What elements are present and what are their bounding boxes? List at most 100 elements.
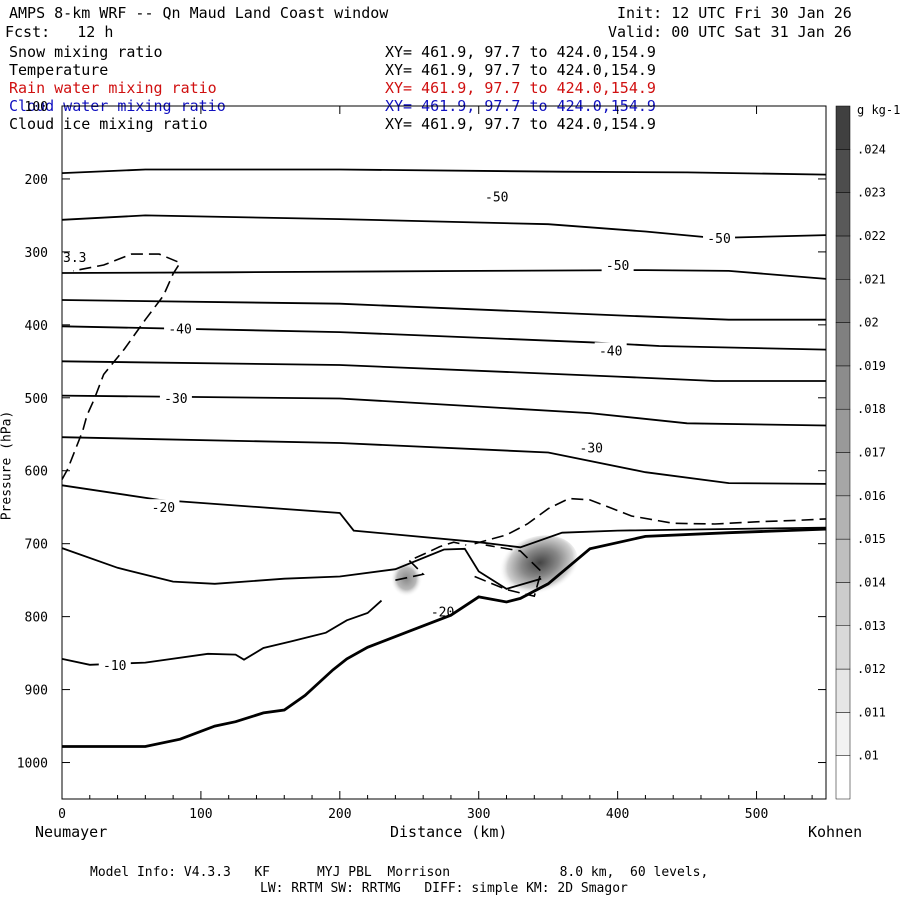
isotherm-line bbox=[61, 269, 827, 280]
x-axis-label: Distance (km) bbox=[390, 823, 508, 841]
x-left-station: Neumayer bbox=[35, 823, 108, 841]
isotherm-label: -50 bbox=[707, 232, 730, 247]
x-tick-label: 500 bbox=[745, 807, 768, 822]
y-tick-label: 600 bbox=[25, 465, 48, 480]
isotherm-line bbox=[61, 394, 827, 427]
colorbar-swatch bbox=[835, 235, 851, 280]
y-tick-label: 800 bbox=[25, 611, 48, 626]
y-tick-label: 1000 bbox=[17, 757, 48, 772]
x-tick-label: 400 bbox=[606, 807, 629, 822]
init-time: Init: 12 UTC Fri 30 Jan 26 bbox=[617, 4, 852, 22]
colorbar-swatch bbox=[835, 105, 851, 150]
colorbar-label: .019 bbox=[857, 359, 886, 373]
y-axis-label: Pressure (hPa) bbox=[0, 410, 15, 521]
colorbar-label: .018 bbox=[857, 402, 886, 416]
colorbar-label: .022 bbox=[857, 229, 886, 243]
isotherm-label-bg bbox=[575, 439, 608, 455]
isotherm-label-bg bbox=[159, 389, 192, 405]
isotherm-line bbox=[61, 360, 826, 382]
colorbar-label: .01 bbox=[857, 749, 879, 763]
isotherm-line bbox=[61, 325, 827, 351]
isotherm-label-bg bbox=[703, 230, 736, 246]
isotherm-label: -30 bbox=[164, 392, 187, 407]
field-name: Rain water mixing ratio bbox=[9, 79, 217, 97]
x-right-station: Kohnen bbox=[808, 823, 863, 841]
isotherm-label: -20 bbox=[152, 501, 175, 516]
x-tick-label: 200 bbox=[328, 807, 351, 822]
x-tick-label: 300 bbox=[467, 807, 490, 822]
colorbar-swatch bbox=[835, 755, 851, 800]
colorbar-swatch bbox=[835, 452, 851, 497]
isotherm-line bbox=[61, 599, 383, 666]
colorbar-swatch bbox=[835, 625, 851, 670]
dashed-contour bbox=[395, 541, 467, 581]
colorbar-label: .016 bbox=[857, 489, 886, 503]
isotherm-line bbox=[61, 547, 542, 590]
colorbar-label: .012 bbox=[857, 662, 886, 676]
terrain-line bbox=[62, 527, 827, 748]
field-xy: XY= 461.9, 97.7 to 424.0,154.9 bbox=[385, 115, 656, 133]
colorbar-swatch bbox=[835, 582, 851, 626]
y-tick-label: 500 bbox=[25, 392, 48, 407]
colorbar-label: .017 bbox=[857, 446, 886, 460]
isotherm-label: -30 bbox=[580, 441, 603, 456]
colorbar-swatch bbox=[835, 495, 851, 540]
colorbar-label: .011 bbox=[857, 705, 886, 719]
colorbar-swatch bbox=[835, 408, 851, 453]
model-physics: LW: RRTM SW: RRTMG DIFF: simple KM: 2D S… bbox=[260, 881, 628, 896]
colorbar-label: .014 bbox=[857, 575, 886, 589]
isotherm-label-bg bbox=[594, 342, 627, 358]
colorbar-swatch bbox=[835, 712, 851, 756]
dashed-contour-label: 3.3 bbox=[63, 251, 86, 266]
model-info: Model Info: V4.3.3 KF MYJ PBL Morrison 8… bbox=[90, 865, 709, 880]
x-tick-label: 0 bbox=[58, 807, 66, 822]
colorbar-swatch bbox=[835, 149, 851, 193]
colorbar-label: .023 bbox=[857, 186, 886, 200]
y-tick-label: 100 bbox=[25, 100, 48, 115]
colorbar-label: .024 bbox=[857, 142, 886, 156]
plot-frame bbox=[61, 105, 827, 800]
y-tick-label: 700 bbox=[25, 538, 48, 553]
dashed-contour bbox=[474, 544, 543, 598]
isotherm-label-bg bbox=[601, 257, 634, 273]
field-xy: XY= 461.9, 97.7 to 424.0,154.9 bbox=[385, 43, 656, 61]
colorbar-label: .02 bbox=[857, 316, 879, 330]
isotherm-line bbox=[61, 436, 827, 485]
cloud-shading bbox=[390, 560, 423, 597]
field-name: Snow mixing ratio bbox=[9, 43, 163, 61]
field-name: Temperature bbox=[9, 61, 109, 79]
colorbar-swatch bbox=[835, 538, 851, 583]
isotherm-label: -50 bbox=[485, 190, 508, 205]
y-tick-label: 200 bbox=[25, 173, 48, 188]
y-tick-label: 900 bbox=[25, 684, 48, 699]
isotherm-line bbox=[61, 168, 827, 176]
chart-title: AMPS 8-km WRF -- Qn Maud Land Coast wind… bbox=[9, 4, 389, 22]
colorbar-unit: g kg-1 bbox=[857, 103, 900, 117]
colorbar-label: .021 bbox=[857, 272, 886, 286]
field-name: Cloud ice mixing ratio bbox=[9, 115, 208, 133]
forecast-hour: Fcst: 12 h bbox=[5, 23, 114, 41]
isotherm-label: -10 bbox=[103, 659, 126, 674]
y-tick-label: 400 bbox=[25, 319, 48, 334]
isotherm-label-bg bbox=[147, 499, 180, 515]
isotherm-line bbox=[61, 299, 826, 321]
colorbar-swatch bbox=[835, 668, 851, 713]
colorbar-swatch bbox=[835, 365, 851, 410]
dashed-contour bbox=[61, 253, 182, 480]
isotherm-label: -50 bbox=[606, 259, 629, 274]
isotherm-label-bg bbox=[164, 320, 197, 336]
colorbar-label: .015 bbox=[857, 532, 886, 546]
colorbar-swatch bbox=[835, 192, 851, 237]
colorbar-swatch bbox=[835, 322, 851, 367]
field-xy: XY= 461.9, 97.7 to 424.0,154.9 bbox=[385, 79, 656, 97]
x-tick-label: 100 bbox=[189, 807, 212, 822]
isotherm-label: -40 bbox=[168, 322, 191, 337]
isotherm-line bbox=[61, 484, 827, 549]
y-tick-label: 300 bbox=[25, 246, 48, 261]
isotherm-label-bg bbox=[480, 188, 513, 204]
colorbar-label: .013 bbox=[857, 619, 886, 633]
isotherm-label: -40 bbox=[599, 344, 622, 359]
isotherm-label-bg bbox=[98, 656, 131, 672]
dashed-contour bbox=[474, 497, 827, 545]
